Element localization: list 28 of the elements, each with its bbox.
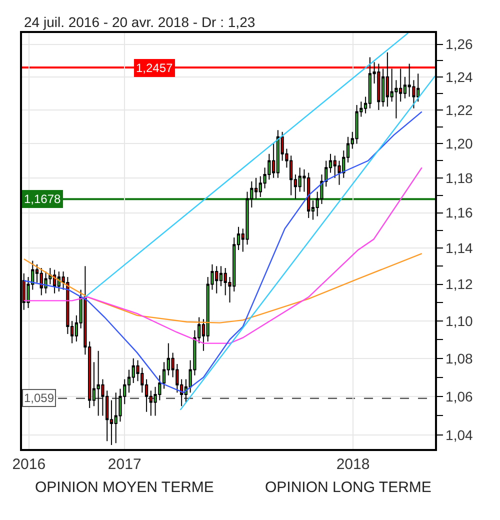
ref-line-label: 1,2457 bbox=[136, 61, 174, 75]
y-tick-label: 1,16 bbox=[446, 204, 474, 221]
text: OPINION LONG TERME bbox=[265, 479, 432, 496]
y-tick-label: 1,04 bbox=[446, 427, 474, 444]
candlestick bbox=[52, 269, 56, 294]
y-tick-label: 1,08 bbox=[446, 350, 474, 366]
y-tick-label: 1,24 bbox=[446, 68, 474, 85]
candlestick bbox=[44, 271, 48, 294]
x-tick-label: 2017 bbox=[108, 456, 142, 473]
y-tick-label: 1,26 bbox=[446, 36, 474, 52]
y-tick-label: 1,18 bbox=[446, 170, 474, 186]
y-tick-label: 1,20 bbox=[446, 136, 474, 152]
y-tick-label: 1,06 bbox=[446, 388, 474, 404]
candlestick bbox=[276, 130, 280, 178]
x-tick-label: 2016 bbox=[12, 456, 46, 473]
line-series bbox=[23, 252, 422, 324]
candlestick bbox=[386, 52, 390, 108]
y-tick-label: 1,12 bbox=[446, 276, 474, 292]
ref-line-label: 1,059 bbox=[24, 391, 54, 405]
y-tick-label: 1,22 bbox=[446, 102, 474, 118]
text: OPINION MOYEN TERME bbox=[35, 479, 214, 496]
line-series bbox=[23, 111, 422, 394]
x-tick-label: 2018 bbox=[336, 456, 370, 473]
line-series bbox=[23, 167, 422, 344]
y-tick-label: 1,10 bbox=[446, 312, 474, 329]
chart-title: 24 juil. 2016 - 20 avr. 2018 - Dr : 1,23 bbox=[24, 14, 256, 30]
y-tick-label: 1,14 bbox=[446, 240, 474, 256]
ref-line-label: 1,1678 bbox=[24, 192, 62, 206]
